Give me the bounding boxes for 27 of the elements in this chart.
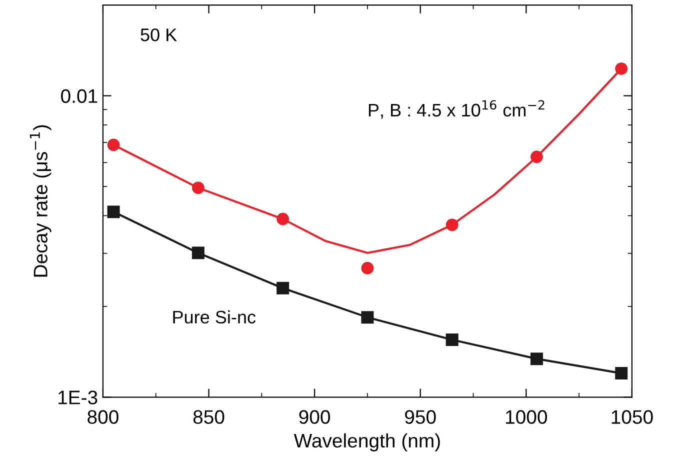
x-tick-label: 1050 <box>612 410 653 424</box>
annotation: 50 K <box>140 28 177 42</box>
y-axis-title: Decay rate (μs$^{−1}$) <box>30 125 52 277</box>
point <box>276 212 290 226</box>
y-tick-label: 1E-3 <box>58 390 98 404</box>
x-tick-label: 1000 <box>506 410 548 424</box>
point <box>192 246 204 260</box>
x-tick-label: 850 <box>193 410 224 424</box>
point <box>361 311 374 324</box>
point <box>107 206 120 218</box>
point <box>446 218 458 232</box>
annotation: Pure Si-nc <box>173 310 256 324</box>
point <box>615 367 628 380</box>
point <box>107 138 120 152</box>
point <box>615 62 628 75</box>
y-tick-label: 0.01 <box>61 89 98 103</box>
point <box>530 352 543 366</box>
x-axis-title: Wavelength (nm) <box>294 433 440 452</box>
x-tick-label: 900 <box>299 410 330 424</box>
x-tick-label: 800 <box>88 410 118 424</box>
point <box>530 150 543 164</box>
x-tick-label: 950 <box>405 410 436 424</box>
point <box>276 282 290 294</box>
point <box>446 334 458 346</box>
point <box>192 182 204 194</box>
annotation: P, B : 4.5 x 10$^{16}$ cm$^{−2}$ <box>368 100 544 119</box>
point <box>361 262 374 274</box>
